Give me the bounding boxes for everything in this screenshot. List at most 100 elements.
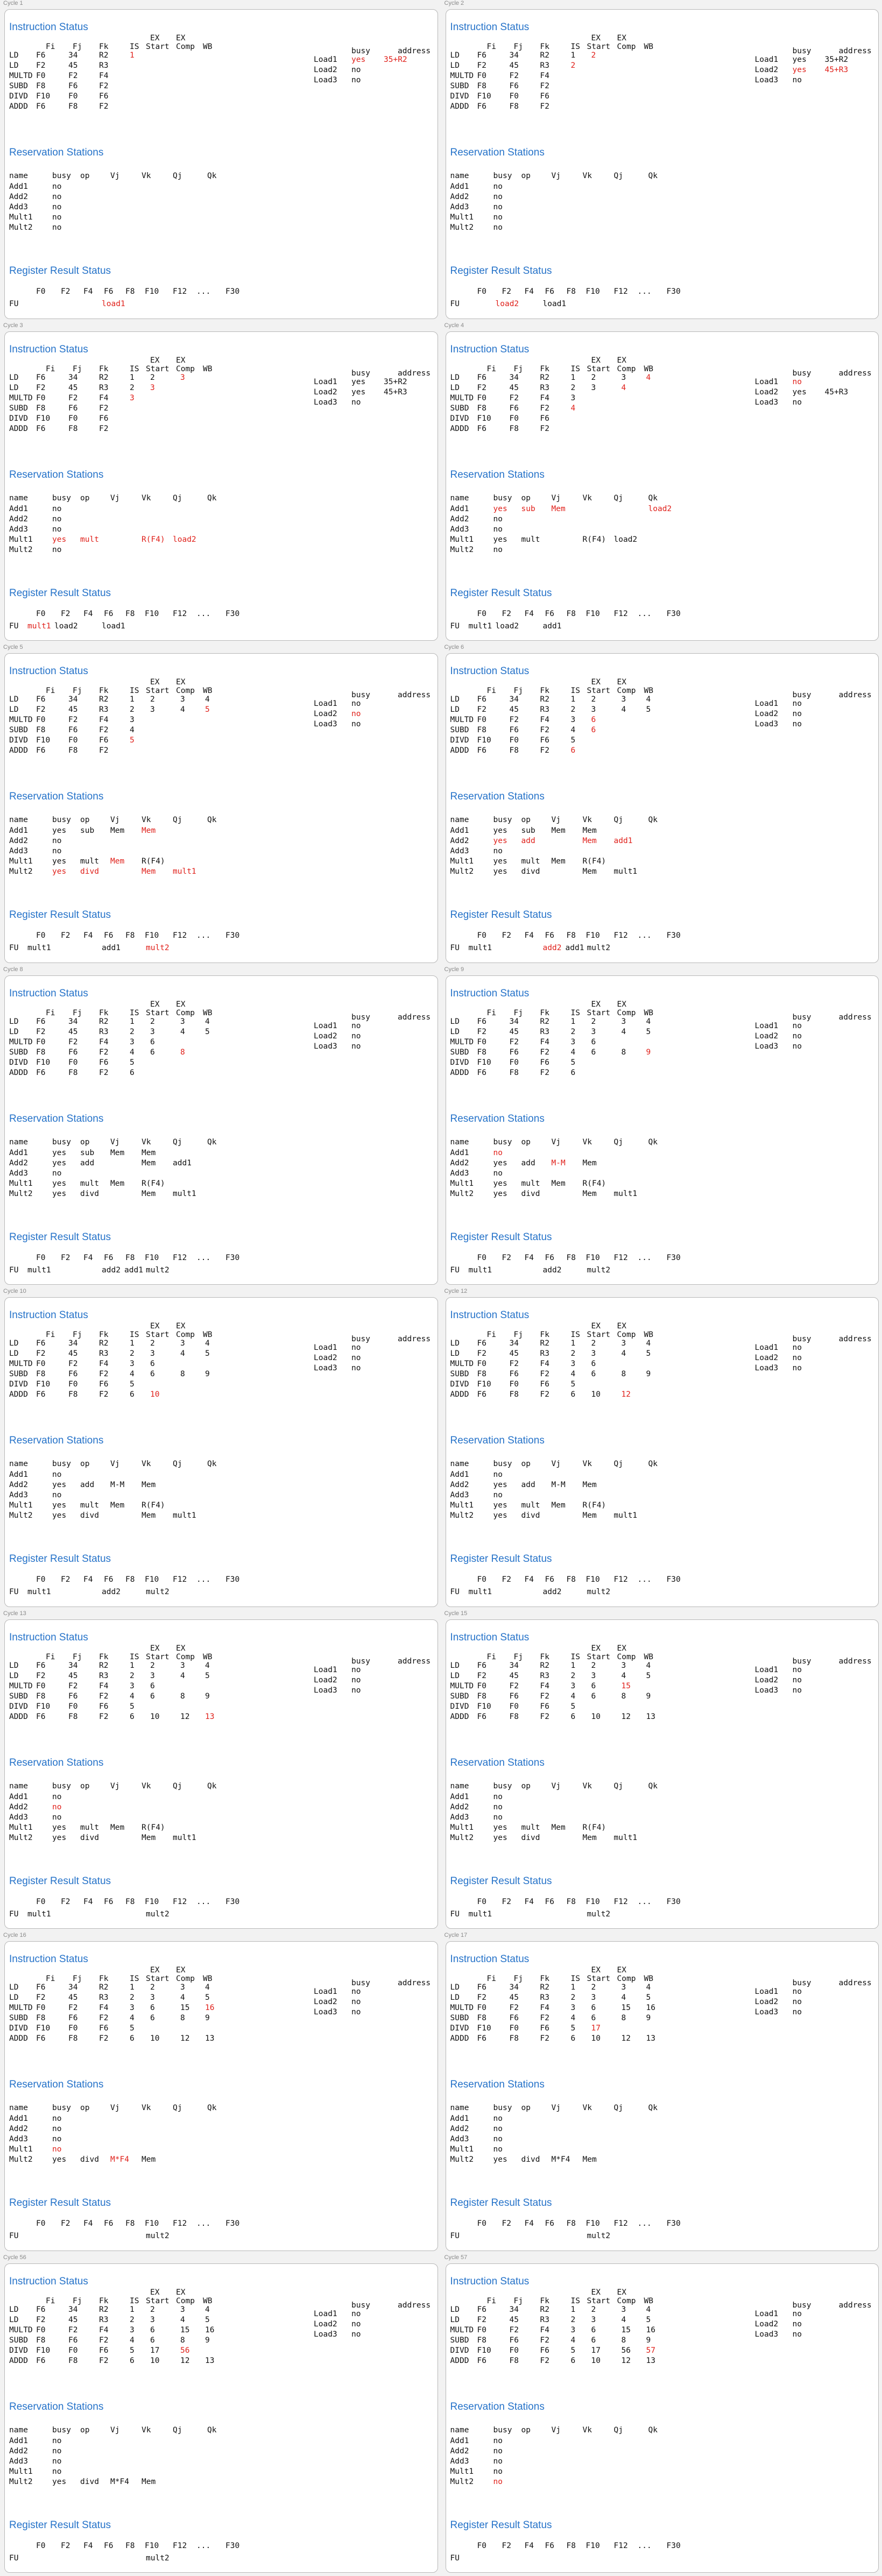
rs-vj: Mem	[551, 1823, 566, 1832]
write-back-cycle: 5	[646, 705, 651, 714]
instr-fi: F8	[36, 1048, 46, 1057]
fj-header: Fj	[73, 2296, 82, 2305]
instr-fk: R2	[99, 695, 109, 704]
instr-fk: F6	[99, 2346, 109, 2355]
rs-vj: M-M	[110, 1481, 125, 1489]
rs-qk-header: Qk	[207, 1460, 217, 1468]
instr-fj: F8	[68, 746, 78, 755]
ex-start-header-top: EX	[591, 678, 601, 687]
cycle-panel: Cycle 1 Instruction Status EX EX Fi Fj Fk IS Sta…	[0, 0, 441, 322]
fk-header: Fk	[99, 1008, 109, 1017]
instr-fk: F4	[99, 716, 109, 724]
instr-op: ADDD	[9, 102, 28, 111]
rs-vk-header: Vk	[582, 816, 592, 824]
ex-start-header-top: EX	[150, 1966, 160, 1975]
ex-comp-header-top: EX	[617, 678, 626, 687]
instr-fi: F8	[36, 1692, 46, 1701]
reg-dots-header: ...	[637, 2541, 652, 2550]
cycle-label: Cycle 16	[3, 1932, 26, 1938]
load-busy: no	[792, 699, 802, 708]
load-address: 35+R2	[384, 55, 407, 64]
wb-header: WB	[203, 1975, 213, 1983]
instr-fj: 34	[68, 1017, 78, 1026]
instr-fj: F8	[68, 2034, 78, 2043]
instr-fj: F2	[509, 1681, 519, 1690]
instr-fi: F6	[477, 2356, 486, 2365]
cycle-label: Cycle 10	[3, 1288, 26, 1294]
load-busy: no	[792, 2008, 802, 2016]
rs-op: mult	[521, 1179, 540, 1188]
rs-op-header: op	[80, 2104, 90, 2112]
rs-name-header: name	[450, 1137, 469, 1147]
instr-op: DIVD	[450, 92, 469, 101]
reg-f0-header: F0	[477, 287, 486, 296]
instruction-status-title: Instruction Status	[450, 1954, 530, 1965]
instr-fj: F2	[68, 2004, 78, 2012]
rs-busy: yes	[52, 1833, 67, 1842]
rs-op: divd	[80, 1189, 99, 1198]
reg-f10-header: F10	[145, 931, 159, 940]
issue-cycle: 3	[570, 1037, 576, 1046]
ex-start-header: Start	[587, 2296, 611, 2305]
rs-busy: no	[52, 213, 62, 222]
exec-start-cycle: 6	[150, 1370, 155, 1378]
instr-fi: F2	[36, 705, 46, 714]
instruction-status-title: Instruction Status	[9, 2275, 88, 2287]
instr-fk: F2	[99, 2034, 109, 2043]
instr-fj: F6	[68, 726, 78, 734]
load-name: Load1	[314, 55, 337, 64]
rs-qk-header: Qk	[648, 2104, 658, 2112]
instr-fi: F2	[477, 383, 486, 392]
rs-name: Mult1	[9, 2145, 33, 2154]
cycle-panel: Cycle 15 Instruction Status EX EX Fi Fj Fk IS St…	[441, 1610, 882, 1933]
rs-busy: no	[52, 1792, 62, 1801]
rs-name: Add3	[9, 1491, 28, 1499]
instr-op: DIVD	[9, 1702, 28, 1711]
exec-complete-cycle: 12	[621, 2356, 631, 2365]
exec-complete-cycle: 56	[180, 2346, 190, 2355]
rs-vk: R(F4)	[142, 857, 165, 866]
instruction-status-title: Instruction Status	[450, 22, 530, 33]
instr-op: DIVD	[9, 92, 28, 101]
instr-fi: F8	[36, 1370, 46, 1378]
rs-busy: no	[493, 1491, 503, 1499]
write-back-cycle: 4	[646, 695, 651, 704]
exec-complete-cycle: 3	[621, 1661, 626, 1670]
rs-vk-header: Vk	[142, 816, 151, 824]
ex-start-header-top: EX	[591, 356, 601, 365]
load-busy-header: busy	[351, 369, 370, 378]
instr-fj: F0	[68, 2024, 78, 2033]
write-back-cycle: 9	[205, 2014, 210, 2022]
fu-label: FU	[9, 944, 19, 952]
load-busy: no	[792, 1364, 802, 1372]
rs-name: Add1	[450, 504, 469, 513]
rs-op: divd	[521, 1833, 540, 1842]
issue-cycle: 1	[130, 1017, 135, 1026]
rs-qj-header: Qj	[173, 1137, 182, 1147]
rs-name: Add1	[9, 182, 28, 191]
rs-name: Mult1	[9, 1823, 33, 1832]
write-back-cycle: 9	[646, 1048, 651, 1057]
ex-comp-header-top: EX	[617, 1966, 626, 1975]
rs-name: Add2	[450, 837, 469, 845]
write-back-cycle: 13	[205, 1712, 215, 1721]
rs-vk: Mem	[142, 826, 156, 835]
issue-cycle: 5	[570, 736, 576, 745]
instr-fk: F4	[99, 393, 109, 402]
load-name: Load3	[754, 76, 779, 84]
reservation-stations-title: Reservation Stations	[450, 791, 545, 802]
load-name: Load2	[754, 1354, 779, 1362]
instr-fj: 45	[68, 1349, 78, 1358]
issue-cycle: 2	[570, 1027, 576, 1036]
load-name: Load3	[754, 1364, 779, 1372]
issue-cycle: 6	[570, 1068, 576, 1077]
instr-fj: F8	[68, 1390, 78, 1399]
rs-vj: Mem	[551, 504, 566, 513]
reg-f2-header: F2	[502, 609, 511, 618]
rs-vj: M-M	[551, 1481, 566, 1489]
reg-f30-header: F30	[666, 931, 681, 940]
rs-name: Add2	[450, 2125, 469, 2133]
rs-op: add	[80, 1481, 95, 1489]
rs-vk-header: Vk	[142, 2425, 151, 2435]
load-address-header: address	[838, 1013, 872, 1022]
